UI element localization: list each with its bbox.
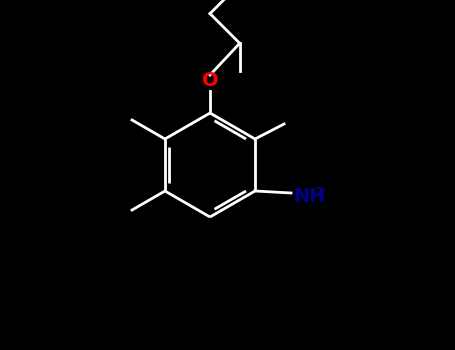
Text: 2: 2 xyxy=(315,187,324,199)
Text: NH: NH xyxy=(293,187,325,205)
Text: O: O xyxy=(202,71,218,91)
